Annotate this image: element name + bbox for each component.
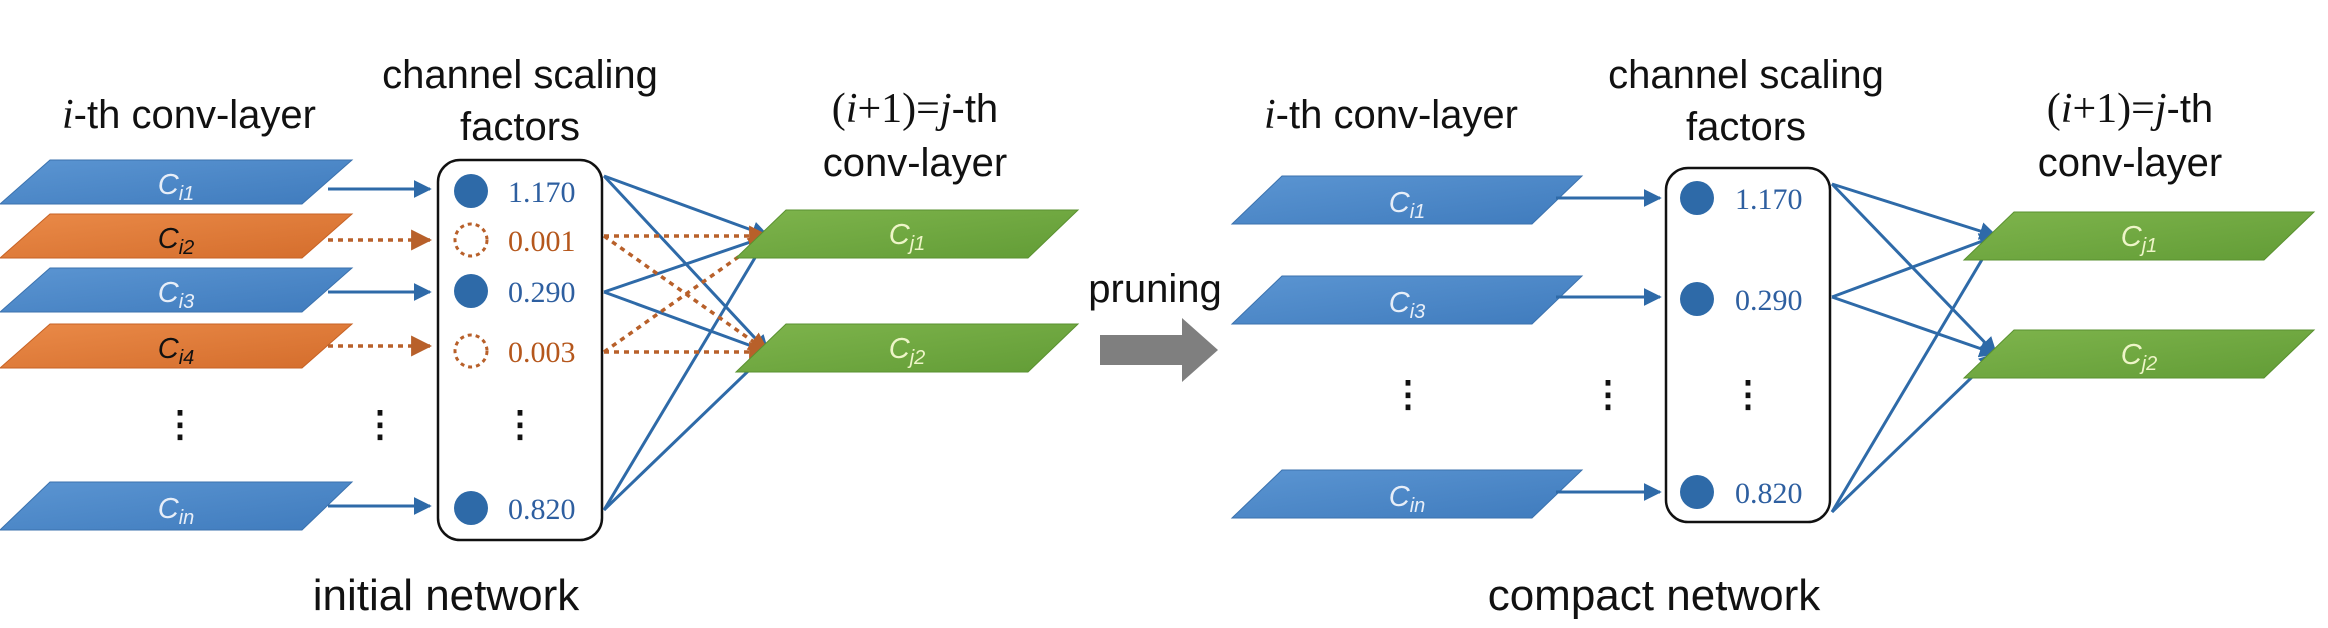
caption-initial-network: initial network [313,571,581,620]
svg-text:Cin: Cin [158,493,195,529]
ellipsis-arrows: ⋮ [362,403,398,444]
svg-text:Cj2: Cj2 [889,333,926,369]
pruning-arrow [1100,318,1218,382]
connections-kept [602,174,770,512]
channel-c-j2: Cj2 [1962,329,2316,379]
channel-c-in: Cin [0,481,354,531]
svg-text:Ci3: Ci3 [158,277,195,313]
channel-c-j2: Cj2 [734,323,1080,373]
pruning-step: pruning [1088,267,1222,382]
factor-dot-kept [1680,475,1714,509]
factor-value: 0.003 [508,336,576,369]
channel-c-in: Cin [1230,469,1584,519]
connections-kept [1830,182,1998,514]
factor-dot-kept [454,174,488,208]
factors-title-line2: factors [1686,105,1806,149]
next-layer-title-line2: conv-layer [2038,141,2223,185]
svg-text:Ci1: Ci1 [158,169,195,205]
factors-title-line1: channel scaling [1608,53,1884,97]
channel-c-i1: Ci1 [1230,175,1584,225]
factor-value: 1.170 [508,176,576,209]
next-layer-title-line1: (i+1)=j-th [2047,86,2213,132]
ellipsis-channels: ⋮ [162,403,198,444]
factor-value: 0.820 [508,493,576,526]
factor-dot-kept [454,274,488,308]
factor-value: 0.820 [1735,477,1803,510]
factor-value: 0.001 [508,225,576,258]
factor-value: 0.290 [1735,284,1803,317]
ellipsis-factors: ⋮ [1730,373,1766,414]
next-layer-title-line2: conv-layer [823,141,1008,185]
input-layer-title: i-th conv-layer [1264,92,1518,138]
svg-text:Cj1: Cj1 [889,219,926,255]
pruning-label: pruning [1088,267,1221,311]
svg-text:Cin: Cin [1389,481,1426,517]
next-layer-title-line1: (i+1)=j-th [832,86,998,132]
factors-title-line2: factors [460,105,580,149]
channel-c-j1: Cj1 [734,209,1080,259]
factor-dot-pruned [453,333,489,369]
input-layer-title: i-th conv-layer [62,92,316,138]
channel-c-j1: Cj1 [1962,211,2316,261]
channel-c-i1: Ci1 [0,159,354,205]
svg-text:Ci2: Ci2 [158,223,195,259]
caption-compact-network: compact network [1488,571,1822,620]
channel-c-i3: Ci3 [0,267,354,313]
svg-text:Ci1: Ci1 [1389,187,1426,223]
channel-c-i4-pruned: Ci4 [0,323,354,369]
compact-network: i-th conv-layer channel scaling factors … [1230,53,2316,620]
ellipsis-channels: ⋮ [1390,373,1426,414]
svg-text:Cj1: Cj1 [2121,221,2158,257]
factor-dot-kept [1680,282,1714,316]
initial-network: i-th conv-layer channel scaling factors … [0,53,1080,620]
connections-pruned [602,225,771,363]
svg-text:Cj2: Cj2 [2121,339,2158,375]
factor-dot-kept [454,491,488,525]
ellipsis-arrows: ⋮ [1590,373,1626,414]
svg-text:Ci4: Ci4 [158,333,195,369]
channel-c-i2-pruned: Ci2 [0,213,354,259]
scaling-factors-box [1664,166,1832,524]
factor-dot-kept [1680,181,1714,215]
channel-c-i3: Ci3 [1230,275,1584,325]
factor-value: 1.170 [1735,183,1803,216]
factors-title-line1: channel scaling [382,53,658,97]
factor-dot-pruned [453,222,489,258]
ellipsis-factors: ⋮ [502,403,538,444]
svg-text:Ci3: Ci3 [1389,287,1426,323]
factor-value: 0.290 [508,276,576,309]
